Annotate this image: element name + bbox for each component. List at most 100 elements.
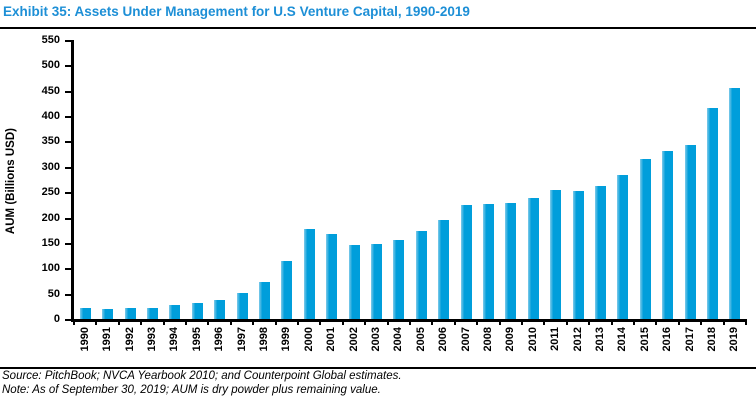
- bar-slot-2012: [567, 40, 589, 319]
- x-tick-label: 2000: [302, 327, 315, 352]
- x-tick-mark: [229, 319, 232, 325]
- x-tick-mark: [520, 319, 523, 325]
- x-tick-label: 1997: [235, 327, 248, 352]
- bar-slot-2014: [612, 40, 634, 319]
- x-tick-label-slot: 2016: [657, 327, 679, 367]
- y-tick-label: 400: [41, 110, 60, 123]
- bar-2003: [370, 243, 382, 319]
- bar-slot-2019: [724, 40, 746, 319]
- bar-slot-2016: [657, 40, 679, 319]
- x-tick-mark: [95, 319, 98, 325]
- x-tick-mark: [745, 319, 747, 325]
- y-tick-mark: [65, 192, 71, 195]
- x-tick-label: 1994: [168, 327, 181, 352]
- bar-slot-1993: [141, 40, 163, 319]
- footer-divider: [0, 367, 756, 369]
- x-tick-label: 2001: [325, 327, 338, 352]
- bar-slot-2017: [679, 40, 701, 319]
- source-note: Source: PitchBook; NVCA Yearbook 2010; a…: [2, 370, 402, 382]
- x-tick-label: 1995: [190, 327, 203, 352]
- y-tick-label: 500: [41, 59, 60, 72]
- bar-slot-2007: [455, 40, 477, 319]
- bar-2016: [662, 150, 674, 319]
- bar-2015: [639, 158, 651, 319]
- x-tick-label-slot: 2005: [410, 327, 432, 367]
- x-tick-label: 2011: [549, 327, 562, 351]
- x-tick-mark: [386, 319, 389, 325]
- bar-slot-1995: [186, 40, 208, 319]
- bar-2018: [707, 108, 719, 319]
- plot-area: [65, 40, 747, 325]
- bar-slot-2015: [634, 40, 656, 319]
- bar-slot-2018: [701, 40, 723, 319]
- x-tick-label-slot: 1992: [119, 327, 141, 367]
- x-tick-label: 1993: [145, 327, 158, 352]
- y-tick-mark: [65, 293, 71, 296]
- chart-title: Exhibit 35: Assets Under Management for …: [3, 4, 470, 19]
- bar-2004: [393, 240, 405, 319]
- y-tick-mark: [65, 217, 71, 220]
- bar-slot-1991: [96, 40, 118, 319]
- x-tick-label-slot: 2009: [500, 327, 522, 367]
- x-tick-label: 2019: [728, 327, 741, 352]
- bar-2002: [348, 245, 360, 319]
- x-tick-mark: [274, 319, 277, 325]
- y-tick-mark: [65, 319, 71, 321]
- y-tick-label: 300: [41, 160, 60, 173]
- x-tick-label: 1992: [123, 327, 136, 352]
- bar-1997: [236, 293, 248, 319]
- x-tick-label-slot: 1999: [276, 327, 298, 367]
- bar-2006: [438, 220, 450, 319]
- x-tick-label: 1996: [213, 327, 226, 352]
- y-tick-mark: [65, 116, 71, 119]
- y-tick-label: 200: [41, 211, 60, 224]
- x-tick-label-slot: 1998: [253, 327, 275, 367]
- x-tick-mark: [252, 319, 255, 325]
- y-axis-title-text: AUM (Billions USD): [5, 127, 17, 235]
- x-tick-label: 1999: [280, 327, 293, 352]
- bar-slot-2008: [477, 40, 499, 319]
- x-tick-label-slot: 1996: [208, 327, 230, 367]
- x-tick-mark: [633, 319, 635, 325]
- x-tick-mark: [73, 319, 75, 325]
- x-tick-label-slot: 2012: [567, 327, 589, 367]
- x-tick-label-slot: 2014: [612, 327, 634, 367]
- y-tick-mark: [65, 141, 71, 144]
- bar-1990: [79, 307, 91, 319]
- bar-1995: [191, 303, 203, 319]
- bar-slot-2009: [500, 40, 522, 319]
- y-tick-mark: [65, 268, 71, 271]
- x-tick-mark: [140, 319, 143, 325]
- x-tick-label: 2012: [571, 327, 584, 352]
- x-tick-label-slot: 2008: [477, 327, 499, 367]
- y-tick-label: 50: [47, 287, 60, 300]
- x-tick-mark: [296, 319, 299, 325]
- bar-slot-2005: [410, 40, 432, 319]
- bar-2012: [572, 191, 584, 319]
- y-tick-label: 550: [41, 34, 60, 46]
- bar-slot-2013: [589, 40, 611, 319]
- bar-slot-2000: [298, 40, 320, 319]
- bar-2001: [326, 234, 338, 319]
- bar-slot-2010: [522, 40, 544, 319]
- x-tick-label: 1990: [78, 327, 91, 352]
- x-tick-label: 2006: [437, 327, 450, 352]
- y-tick-label: 150: [41, 236, 60, 249]
- bar-slot-2011: [545, 40, 567, 319]
- x-tick-mark: [476, 319, 479, 325]
- x-tick-mark: [207, 319, 210, 325]
- bar-series: [74, 40, 746, 319]
- bar-slot-1997: [231, 40, 253, 319]
- x-tick-label-slot: 2004: [388, 327, 410, 367]
- x-tick-label-slot: 2018: [701, 327, 723, 367]
- x-tick-mark: [610, 319, 613, 325]
- x-tick-label: 2010: [526, 327, 539, 352]
- x-tick-label-slot: 1990: [74, 327, 96, 367]
- bar-slot-1998: [253, 40, 275, 319]
- x-tick-label-slot: 2006: [433, 327, 455, 367]
- title-divider: [0, 27, 756, 29]
- y-tick-mark: [65, 90, 71, 93]
- bar-slot-2004: [388, 40, 410, 319]
- y-axis-tick-labels: 0 50 100 150 200 250 300 350 400 450 500 550: [20, 34, 66, 325]
